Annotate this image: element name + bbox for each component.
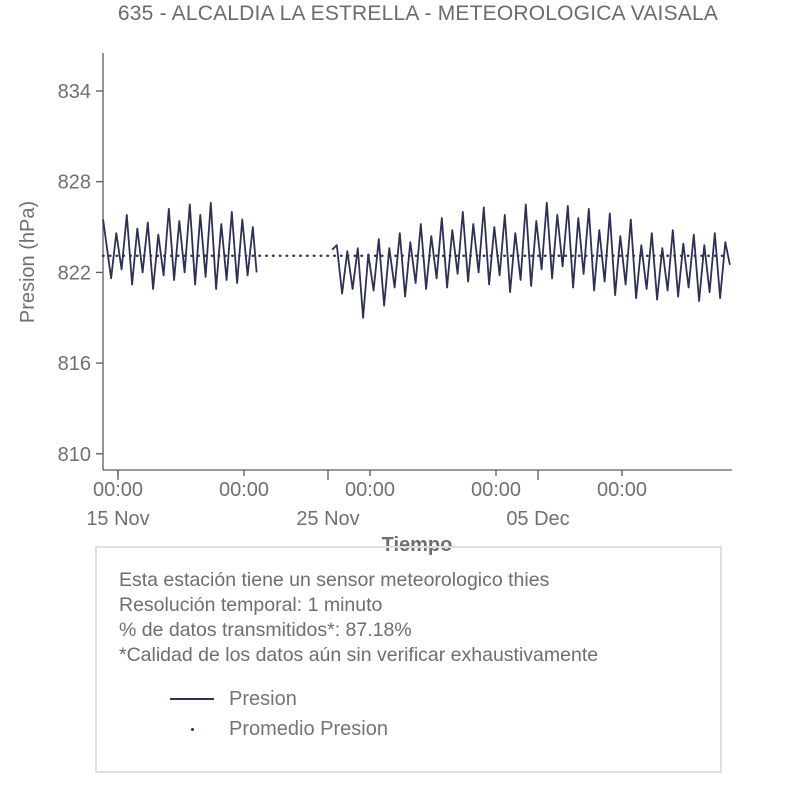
x-time-tick-label: 00:00 <box>219 479 269 501</box>
presion-line <box>331 201 731 319</box>
presion-line <box>102 201 258 290</box>
y-tick-label: 810 <box>58 444 91 466</box>
data-series <box>101 201 731 319</box>
legend-item-presion: Presion <box>97 684 720 714</box>
x-time-tick-label: 00:00 <box>471 479 521 501</box>
legend-label: Presion <box>229 687 297 710</box>
station-notes: Esta estación tiene un sensor meteorolog… <box>119 568 720 668</box>
x-time-tick-label: 00:00 <box>345 479 395 501</box>
x-date-tick-label: 15 Nov <box>86 508 149 530</box>
x-date-tick-label: 25 Nov <box>296 508 359 530</box>
y-tick-label: 822 <box>58 262 91 284</box>
promedio-dot-swatch <box>170 714 214 744</box>
presion-line-swatch <box>170 684 214 714</box>
x-time-tick-label: 00:00 <box>597 479 647 501</box>
page-title: 635 - ALCALDIA LA ESTRELLA - METEOROLOGI… <box>117 2 719 25</box>
y-tick-label: 816 <box>58 353 91 375</box>
note-quality: *Calidad de los datos aún sin verificar … <box>119 644 599 666</box>
x-date-tick-label: 05 Dec <box>506 508 569 530</box>
axes <box>102 53 732 471</box>
y-axis-label: Presion (hPa) <box>17 201 39 323</box>
y-tick-label: 834 <box>58 81 91 103</box>
x-time-tick-label: 00:00 <box>93 479 143 501</box>
note-sensor: Esta estación tiene un sensor meteorolog… <box>119 569 550 591</box>
x-axis-label: Tiempo <box>382 534 453 556</box>
legend-item-promedio: Promedio Presion <box>97 714 720 744</box>
station-info-box: Esta estación tiene un sensor meteorolog… <box>95 546 722 773</box>
pressure-chart: 834 828 822 816 810 00:00 00:00 00:00 00:00 00:00… <box>17 53 732 556</box>
y-tick-label: 828 <box>58 172 91 194</box>
note-transmitted: % de datos transmitidos*: 87.18% <box>119 619 412 641</box>
legend-label: Promedio Presion <box>229 717 388 740</box>
note-resolution: Resolución temporal: 1 minuto <box>119 594 383 616</box>
legend: Presion Promedio Presion <box>97 684 720 744</box>
